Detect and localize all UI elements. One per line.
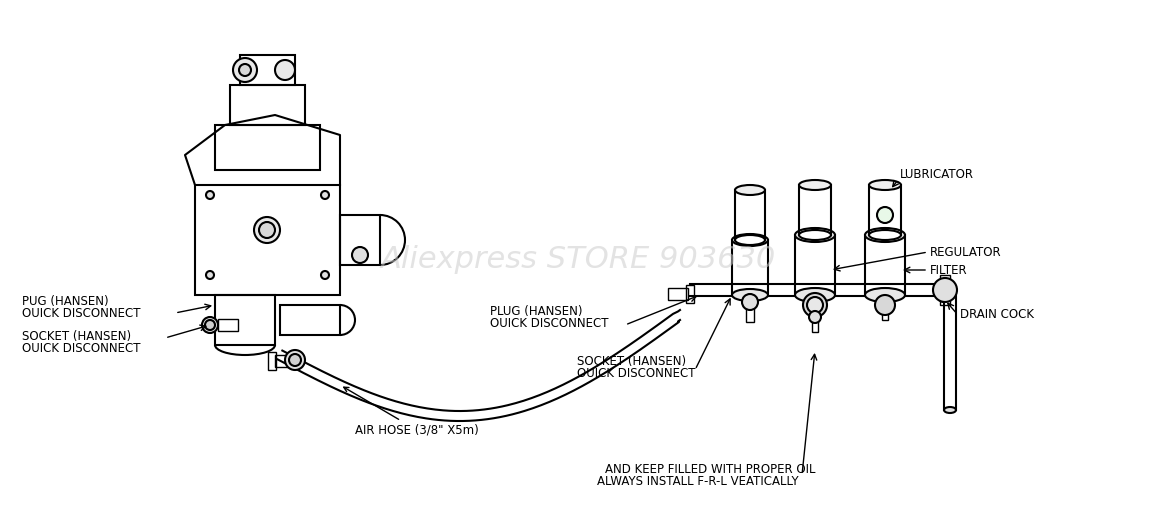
Ellipse shape xyxy=(795,288,835,302)
Bar xyxy=(732,240,768,295)
Bar xyxy=(865,235,905,295)
Bar xyxy=(230,85,305,125)
Circle shape xyxy=(807,297,823,313)
Circle shape xyxy=(239,64,251,76)
Circle shape xyxy=(289,354,301,366)
Ellipse shape xyxy=(732,234,768,246)
Circle shape xyxy=(286,350,305,370)
Circle shape xyxy=(206,191,214,199)
Ellipse shape xyxy=(869,180,901,190)
Bar xyxy=(215,125,320,170)
Text: AIR HOSE (3/8" X5m): AIR HOSE (3/8" X5m) xyxy=(343,387,479,437)
Bar xyxy=(882,305,888,320)
Circle shape xyxy=(254,217,280,243)
Circle shape xyxy=(259,222,275,238)
Bar xyxy=(280,305,340,335)
Text: FILTER: FILTER xyxy=(929,264,968,277)
Circle shape xyxy=(234,58,257,82)
Ellipse shape xyxy=(865,288,905,302)
Circle shape xyxy=(321,271,329,279)
Text: OUICK DISCONNECT: OUICK DISCONNECT xyxy=(22,307,141,320)
Text: Aliexpress STORE 903630: Aliexpress STORE 903630 xyxy=(380,245,776,275)
Bar xyxy=(795,235,835,295)
Text: REGULATOR: REGULATOR xyxy=(929,245,1001,258)
Text: DRAIN COCK: DRAIN COCK xyxy=(959,309,1033,322)
Bar xyxy=(268,352,276,370)
Circle shape xyxy=(206,271,214,279)
Bar xyxy=(340,215,380,265)
Circle shape xyxy=(321,191,329,199)
Circle shape xyxy=(202,317,218,333)
Bar xyxy=(240,55,295,85)
Bar xyxy=(686,285,694,303)
Ellipse shape xyxy=(795,228,835,242)
Text: PUG (HANSEN): PUG (HANSEN) xyxy=(22,295,109,308)
Text: OUICK DISCONNECT: OUICK DISCONNECT xyxy=(22,342,141,355)
Circle shape xyxy=(809,311,821,323)
Ellipse shape xyxy=(944,407,956,413)
Bar xyxy=(746,302,754,322)
Text: ALWAYS INSTALL F-R-L VEATICALLY: ALWAYS INSTALL F-R-L VEATICALLY xyxy=(596,475,799,488)
Ellipse shape xyxy=(735,185,765,195)
Bar xyxy=(195,185,340,295)
Circle shape xyxy=(933,278,957,302)
Circle shape xyxy=(351,247,368,263)
Text: OUICK DISCONNECT: OUICK DISCONNECT xyxy=(490,317,608,330)
Text: SOCKET (HANSEN): SOCKET (HANSEN) xyxy=(22,330,131,343)
Text: AND KEEP FILLED WITH PROPER OIL: AND KEEP FILLED WITH PROPER OIL xyxy=(605,463,815,476)
Ellipse shape xyxy=(799,180,831,190)
Circle shape xyxy=(205,320,215,330)
Ellipse shape xyxy=(732,289,768,301)
Bar xyxy=(812,317,818,332)
Text: OUICK DISCONNECT: OUICK DISCONNECT xyxy=(577,367,696,380)
Bar xyxy=(215,295,275,345)
Ellipse shape xyxy=(865,228,905,242)
Ellipse shape xyxy=(869,230,901,240)
Text: PLUG (HANSEN): PLUG (HANSEN) xyxy=(490,305,583,318)
Text: SOCKET (HANSEN): SOCKET (HANSEN) xyxy=(577,355,687,368)
Ellipse shape xyxy=(735,235,765,245)
Circle shape xyxy=(877,207,892,223)
Circle shape xyxy=(275,60,295,80)
Bar xyxy=(940,275,950,305)
Ellipse shape xyxy=(799,230,831,240)
Text: LUBRICATOR: LUBRICATOR xyxy=(901,168,975,181)
Bar xyxy=(668,288,688,300)
Bar xyxy=(218,319,238,331)
Circle shape xyxy=(875,295,895,315)
Bar xyxy=(869,185,901,235)
Bar xyxy=(799,185,831,235)
Circle shape xyxy=(803,293,827,317)
Bar xyxy=(275,355,295,367)
Bar xyxy=(735,190,765,240)
Circle shape xyxy=(742,294,758,310)
